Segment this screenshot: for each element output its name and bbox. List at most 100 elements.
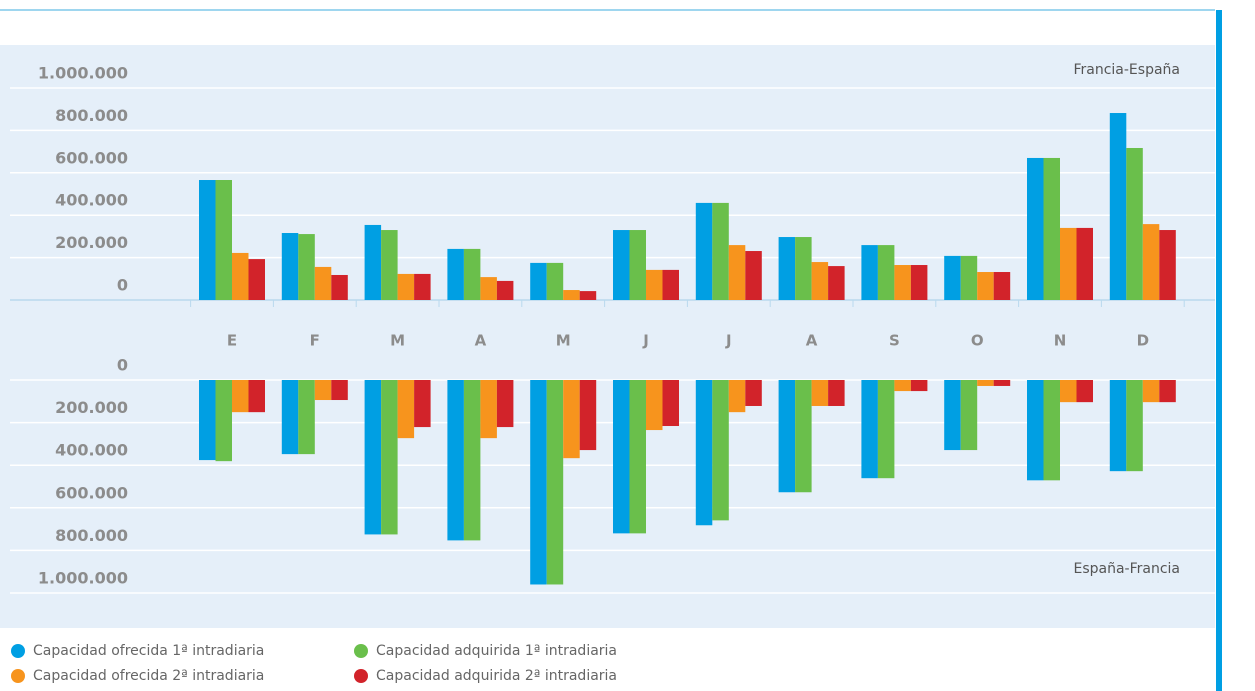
bar: [613, 380, 630, 534]
bar: [712, 202, 729, 300]
bar: [662, 380, 679, 427]
bar: [530, 380, 547, 585]
bar: [480, 380, 497, 439]
bar: [331, 274, 348, 300]
bar: [778, 380, 796, 493]
bar: [199, 180, 216, 300]
bar: [1027, 157, 1044, 300]
bar: [894, 380, 911, 392]
bar: [281, 233, 299, 300]
y-tick-label: 0: [117, 276, 128, 295]
bar: [877, 245, 895, 300]
bar: [579, 291, 597, 300]
bar: [248, 380, 265, 413]
x-tick-label: F: [310, 332, 320, 350]
bar: [397, 273, 415, 300]
bar: [877, 380, 895, 479]
bar: [579, 380, 597, 451]
bar: [944, 380, 961, 451]
bar: [728, 380, 746, 413]
bar: [331, 380, 348, 401]
legend-marker: [354, 644, 368, 658]
bar: [745, 380, 762, 406]
bar: [795, 237, 812, 300]
bar: [960, 255, 978, 300]
bar: [447, 248, 464, 300]
x-tick-label: J: [725, 332, 732, 350]
bar: [828, 266, 845, 300]
bar: [381, 380, 398, 535]
panel-label: Francia-España: [1073, 62, 1180, 78]
bar: [613, 230, 630, 300]
y-tick-label: 800.000: [55, 526, 128, 545]
panel-label: España-Francia: [1073, 561, 1180, 577]
x-tick-label: M: [556, 332, 571, 350]
bar: [960, 380, 978, 451]
bar: [314, 266, 332, 300]
bar: [712, 380, 729, 521]
legend-label: Capacidad adquirida 2ª intradiaria: [376, 668, 617, 684]
bar: [828, 380, 845, 406]
bar: [364, 224, 382, 300]
bar: [778, 237, 796, 300]
bar: [298, 234, 315, 300]
x-tick-label: J: [642, 332, 649, 350]
bar: [447, 380, 464, 541]
bar: [894, 265, 911, 300]
y-tick-label: 200.000: [55, 233, 128, 252]
bar: [646, 380, 663, 431]
bar: [1109, 113, 1127, 301]
bar: [629, 380, 646, 534]
legend-marker: [354, 669, 368, 683]
bar: [199, 380, 216, 461]
bar: [1043, 157, 1060, 300]
bar: [944, 255, 961, 300]
bar: [977, 272, 994, 300]
legend-label: Capacidad ofrecida 2ª intradiaria: [33, 668, 264, 684]
bar: [563, 290, 580, 300]
bar: [811, 262, 829, 300]
legend-label: Capacidad ofrecida 1ª intradiaria: [33, 643, 264, 659]
x-tick-label: O: [971, 332, 984, 350]
y-tick-label: 400.000: [55, 191, 128, 210]
legend-label: Capacidad adquirida 1ª intradiaria: [376, 643, 617, 659]
bar: [910, 380, 928, 392]
bar: [546, 262, 564, 300]
bar: [1159, 230, 1176, 300]
bar: [298, 380, 315, 455]
y-tick-label: 1.000.000: [38, 569, 128, 588]
bar: [1126, 147, 1143, 300]
bar: [1126, 380, 1143, 472]
bar: [215, 380, 232, 462]
y-tick-label: 200.000: [55, 398, 128, 417]
bar: [811, 380, 829, 406]
bar: [861, 380, 878, 479]
bar: [232, 380, 249, 413]
x-tick-label: A: [475, 332, 487, 350]
x-tick-label: N: [1054, 332, 1067, 350]
bar: [463, 248, 481, 300]
bar: [232, 252, 249, 300]
bar: [381, 230, 398, 300]
y-tick-label: 400.000: [55, 441, 128, 460]
bar: [496, 280, 514, 300]
bar: [1060, 227, 1077, 300]
bar: [1109, 380, 1127, 472]
x-tick-label: M: [390, 332, 405, 350]
x-tick-label: E: [227, 332, 237, 350]
bar: [1027, 380, 1044, 481]
legend-marker: [11, 669, 25, 683]
bar: [546, 380, 564, 585]
bar: [530, 262, 547, 300]
plot-background: [0, 45, 1215, 628]
bar: [629, 230, 646, 300]
bar: [728, 245, 746, 300]
bar: [993, 272, 1011, 300]
bar: [695, 380, 713, 526]
bar: [695, 202, 713, 300]
bar: [662, 269, 679, 300]
y-tick-label: 0: [117, 356, 128, 375]
bar: [563, 380, 580, 459]
bar: [281, 380, 299, 455]
y-tick-label: 600.000: [55, 483, 128, 502]
